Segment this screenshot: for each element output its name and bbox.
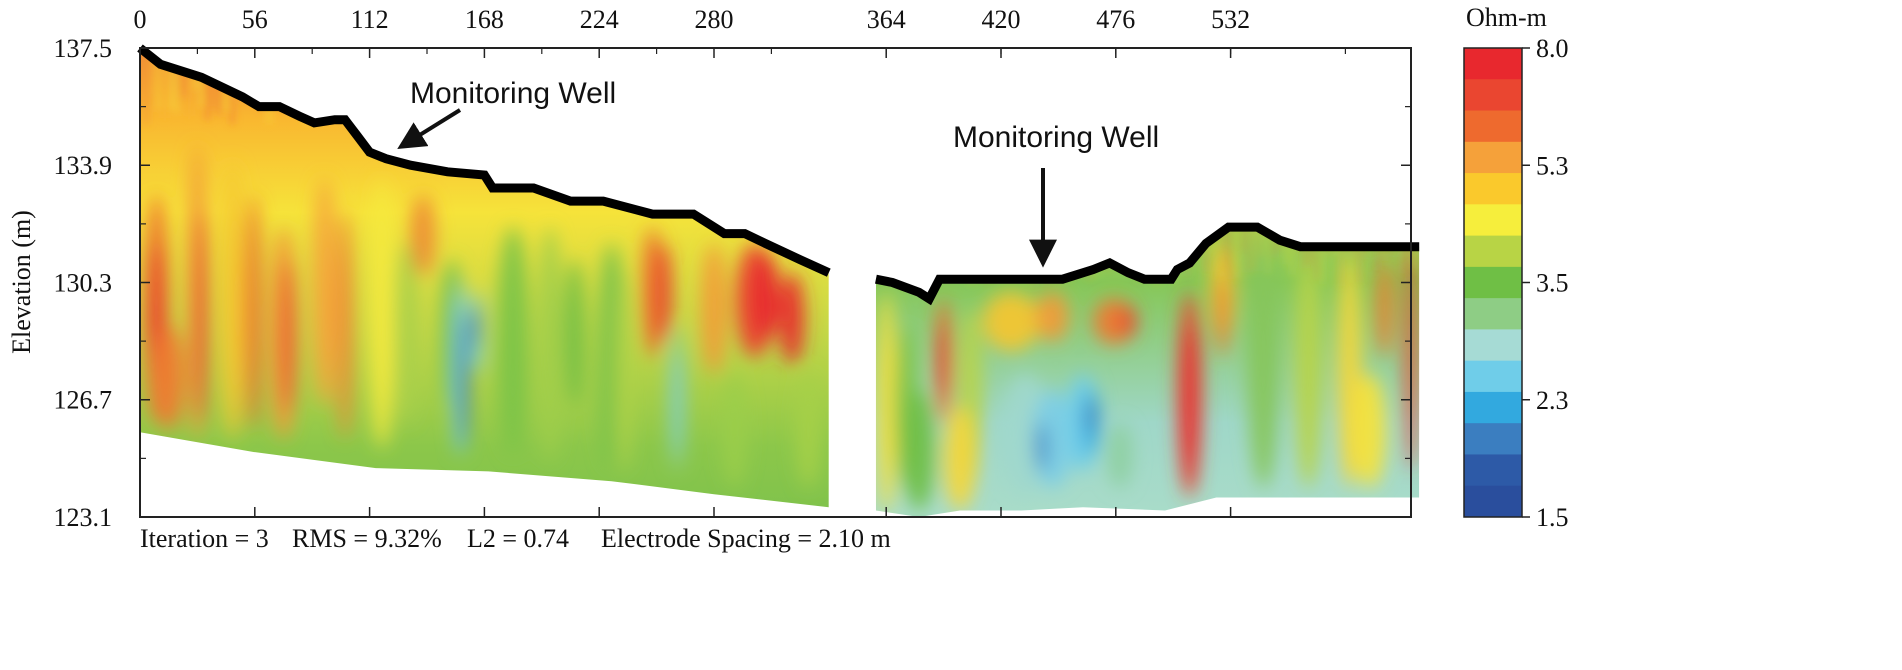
- colorbar: 8.0 5.3 3.5 2.3 1.5: [1463, 34, 1569, 532]
- colorbar-swatch: [1464, 485, 1522, 518]
- colorbar-swatch: [1464, 360, 1522, 393]
- annotation-label: Monitoring Well: [410, 77, 616, 110]
- x-tick-label: 112: [351, 5, 389, 34]
- footer-l2: L2 = 0.74: [467, 524, 569, 553]
- y-tick-label: 126.7: [54, 386, 113, 415]
- y-axis: 137.5 133.9 130.3 126.7 123.1: [54, 34, 1411, 532]
- surface-line: [875, 222, 1420, 306]
- colorbar-swatch: [1464, 79, 1522, 112]
- colorbar-swatch: [1464, 423, 1522, 455]
- annotation-well-1: Monitoring Well: [397, 77, 616, 149]
- colorbar-tick-label: 3.5: [1536, 269, 1569, 298]
- footer-iteration: Iteration = 3: [140, 524, 269, 553]
- colorbar-swatch: [1464, 391, 1522, 424]
- colorbar-swatch: [1464, 454, 1522, 487]
- colorbar-swatch: [1464, 298, 1522, 330]
- colorbar-swatch: [1464, 173, 1522, 205]
- x-tick-label: 532: [1211, 5, 1250, 34]
- colorbar-swatch: [1464, 141, 1522, 174]
- x-tick-label: 280: [695, 5, 734, 34]
- colorbar-swatch: [1464, 235, 1522, 268]
- x-axis: 0 56 112 168 224 280 364 420 476 532: [134, 5, 1347, 517]
- colorbar-swatch: [1464, 110, 1522, 143]
- colorbar-tick-label: 2.3: [1536, 386, 1569, 415]
- y-tick-label: 130.3: [54, 269, 113, 298]
- surface-line: [137, 44, 831, 277]
- footer-rms: RMS = 9.32%: [292, 524, 442, 553]
- x-tick-label: 168: [465, 5, 504, 34]
- footer-spacing: Electrode Spacing = 2.10 m: [601, 524, 891, 553]
- footer: Iteration = 3 RMS = 9.32% L2 = 0.74 Elec…: [140, 524, 891, 553]
- x-tick-label: 56: [242, 5, 268, 34]
- y-tick-label: 123.1: [54, 503, 113, 532]
- x-tick-label: 364: [867, 5, 906, 34]
- arrow-icon: [397, 108, 462, 149]
- colorbar-swatch: [1464, 204, 1522, 237]
- y-tick-label: 137.5: [54, 34, 113, 63]
- y-axis-label: Elevation (m): [7, 210, 36, 354]
- x-tick-label: 420: [982, 5, 1021, 34]
- colorbar-swatch: [1464, 48, 1522, 80]
- y-tick-label: 133.9: [54, 151, 113, 180]
- colorbar-swatch: [1464, 329, 1522, 362]
- colorbar-swatch: [1464, 266, 1522, 299]
- colorbar-tick-label: 5.3: [1536, 151, 1569, 180]
- x-tick-label: 0: [134, 5, 147, 34]
- colorbar-tick-label: 8.0: [1536, 34, 1569, 63]
- annotation-label: Monitoring Well: [953, 121, 1159, 154]
- x-tick-label: 476: [1096, 5, 1135, 34]
- colorbar-unit: Ohm-m: [1466, 3, 1547, 32]
- annotation-well-2: Monitoring Well: [953, 121, 1159, 268]
- colorbar-tick-label: 1.5: [1536, 503, 1569, 532]
- section-line-1: [140, 48, 829, 508]
- x-tick-label: 224: [580, 5, 619, 34]
